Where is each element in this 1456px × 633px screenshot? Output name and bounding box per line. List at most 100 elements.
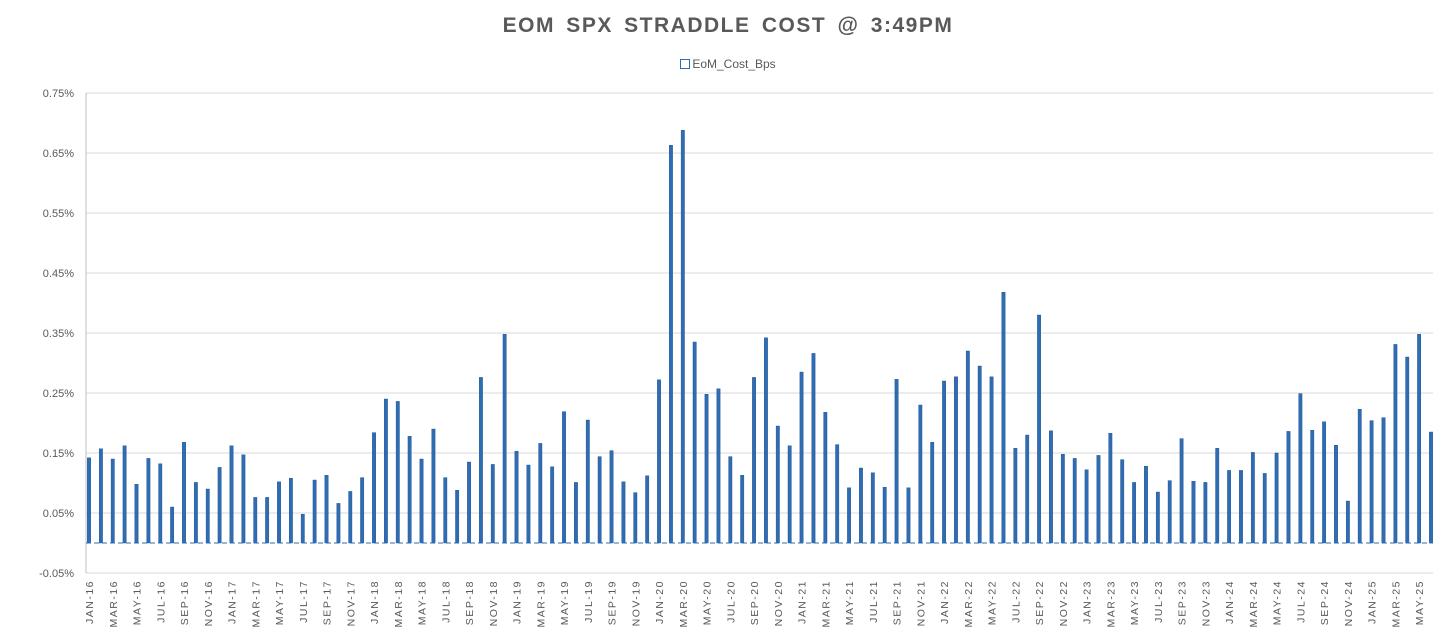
x-tick-label: MAY-25 bbox=[1414, 580, 1426, 625]
bar bbox=[1322, 421, 1327, 544]
x-tick-label: MAR-25 bbox=[1390, 580, 1402, 628]
x-tick-label: NOV-24 bbox=[1343, 580, 1355, 626]
bar bbox=[526, 464, 531, 544]
x-tick-label: JUL-20 bbox=[725, 580, 737, 623]
x-tick-label: SEP-23 bbox=[1177, 580, 1189, 625]
bar bbox=[1381, 417, 1386, 544]
x-tick-label: MAY-18 bbox=[417, 580, 429, 625]
x-tick-label: MAR-21 bbox=[820, 580, 832, 628]
x-axis-ticks: JAN-16 MAR-16 MAY-16 JUL-16 SEP-16 NOV-16 JAN-… bbox=[84, 580, 1426, 628]
y-tick-label: 0.65% bbox=[43, 148, 74, 160]
bar bbox=[1108, 433, 1113, 544]
x-tick-label: SEP-19 bbox=[607, 580, 619, 625]
bar bbox=[1298, 393, 1303, 544]
bar bbox=[1239, 470, 1243, 544]
x-tick-label: JUL-24 bbox=[1295, 580, 1307, 623]
bar bbox=[182, 442, 186, 544]
bar bbox=[609, 450, 614, 544]
x-tick-label: MAR-23 bbox=[1105, 580, 1117, 628]
bar bbox=[657, 379, 661, 544]
bar bbox=[395, 401, 400, 544]
y-tick-label: 0.15% bbox=[43, 448, 74, 460]
bar bbox=[680, 129, 685, 544]
bar bbox=[1274, 452, 1279, 544]
bar bbox=[217, 467, 222, 544]
bar bbox=[669, 144, 673, 544]
bar bbox=[574, 482, 578, 544]
bar bbox=[882, 487, 887, 544]
x-tick-label: NOV-16 bbox=[203, 580, 215, 626]
y-tick-label: -0.05% bbox=[39, 568, 74, 580]
x-tick-label: MAY-21 bbox=[844, 580, 856, 625]
x-tick-label: SEP-20 bbox=[749, 580, 761, 625]
x-tick-label: JAN-23 bbox=[1082, 580, 1094, 624]
bar bbox=[1120, 459, 1125, 544]
x-tick-label: NOV-23 bbox=[1200, 580, 1212, 626]
bar bbox=[277, 481, 281, 544]
bar bbox=[942, 380, 946, 544]
bar bbox=[1060, 454, 1065, 544]
bar bbox=[241, 454, 246, 544]
bar bbox=[1132, 482, 1137, 544]
bar bbox=[728, 456, 733, 544]
bar bbox=[1345, 500, 1350, 544]
bar bbox=[965, 350, 970, 544]
bar bbox=[859, 467, 863, 544]
bar bbox=[787, 445, 792, 544]
bar bbox=[1393, 344, 1398, 544]
x-tick-label: MAR-18 bbox=[393, 580, 405, 628]
x-tick-label: NOV-18 bbox=[488, 580, 500, 626]
bar bbox=[1096, 455, 1101, 544]
bar bbox=[170, 506, 175, 544]
bar bbox=[467, 461, 471, 544]
bar bbox=[764, 337, 768, 544]
x-tick-label: MAY-23 bbox=[1129, 580, 1141, 625]
bar bbox=[431, 428, 436, 544]
bar bbox=[823, 412, 828, 544]
legend: EoM_Cost_Bps bbox=[0, 57, 1456, 71]
x-tick-label: SEP-22 bbox=[1034, 580, 1046, 625]
y-axis-ticks: -0.05% 0.05% 0.15% 0.25% 0.35% 0.45% 0.55% 0.65… bbox=[39, 88, 74, 580]
x-tick-label: MAR-19 bbox=[535, 580, 547, 628]
bar bbox=[847, 487, 851, 544]
x-tick-label: MAR-17 bbox=[250, 580, 262, 628]
x-tick-label: MAY-20 bbox=[702, 580, 714, 625]
x-tick-label: MAR-16 bbox=[108, 580, 120, 628]
bar bbox=[799, 371, 804, 544]
y-tick-label: 0.45% bbox=[43, 268, 74, 280]
bar bbox=[1191, 481, 1196, 544]
bar bbox=[502, 334, 507, 544]
x-tick-label: NOV-17 bbox=[345, 580, 357, 626]
bar bbox=[360, 477, 365, 544]
bar bbox=[229, 445, 234, 544]
bar bbox=[372, 432, 376, 544]
bar bbox=[479, 377, 483, 544]
bar bbox=[1310, 430, 1315, 544]
bar bbox=[645, 475, 650, 544]
bar bbox=[716, 388, 721, 544]
bar bbox=[930, 442, 935, 544]
bar bbox=[419, 458, 424, 544]
bar bbox=[1286, 431, 1291, 544]
bar bbox=[740, 475, 745, 544]
bar bbox=[870, 472, 875, 544]
x-tick-label: SEP-18 bbox=[464, 580, 476, 625]
x-tick-label: SEP-16 bbox=[179, 580, 191, 625]
bar bbox=[110, 458, 115, 544]
y-tick-label: 0.25% bbox=[43, 388, 74, 400]
bar bbox=[752, 377, 756, 544]
bar bbox=[1001, 292, 1006, 544]
bar bbox=[811, 353, 816, 544]
x-tick-label: JUL-19 bbox=[583, 580, 595, 623]
bar bbox=[336, 503, 341, 544]
x-tick-label: MAR-22 bbox=[963, 580, 975, 628]
bar bbox=[1429, 431, 1433, 544]
x-tick-label: NOV-22 bbox=[1058, 580, 1070, 626]
bar bbox=[704, 394, 709, 544]
bar bbox=[550, 466, 555, 544]
bar bbox=[1417, 334, 1422, 544]
legend-label: EoM_Cost_Bps bbox=[692, 57, 776, 71]
bar bbox=[633, 492, 638, 544]
bar bbox=[1167, 480, 1172, 544]
